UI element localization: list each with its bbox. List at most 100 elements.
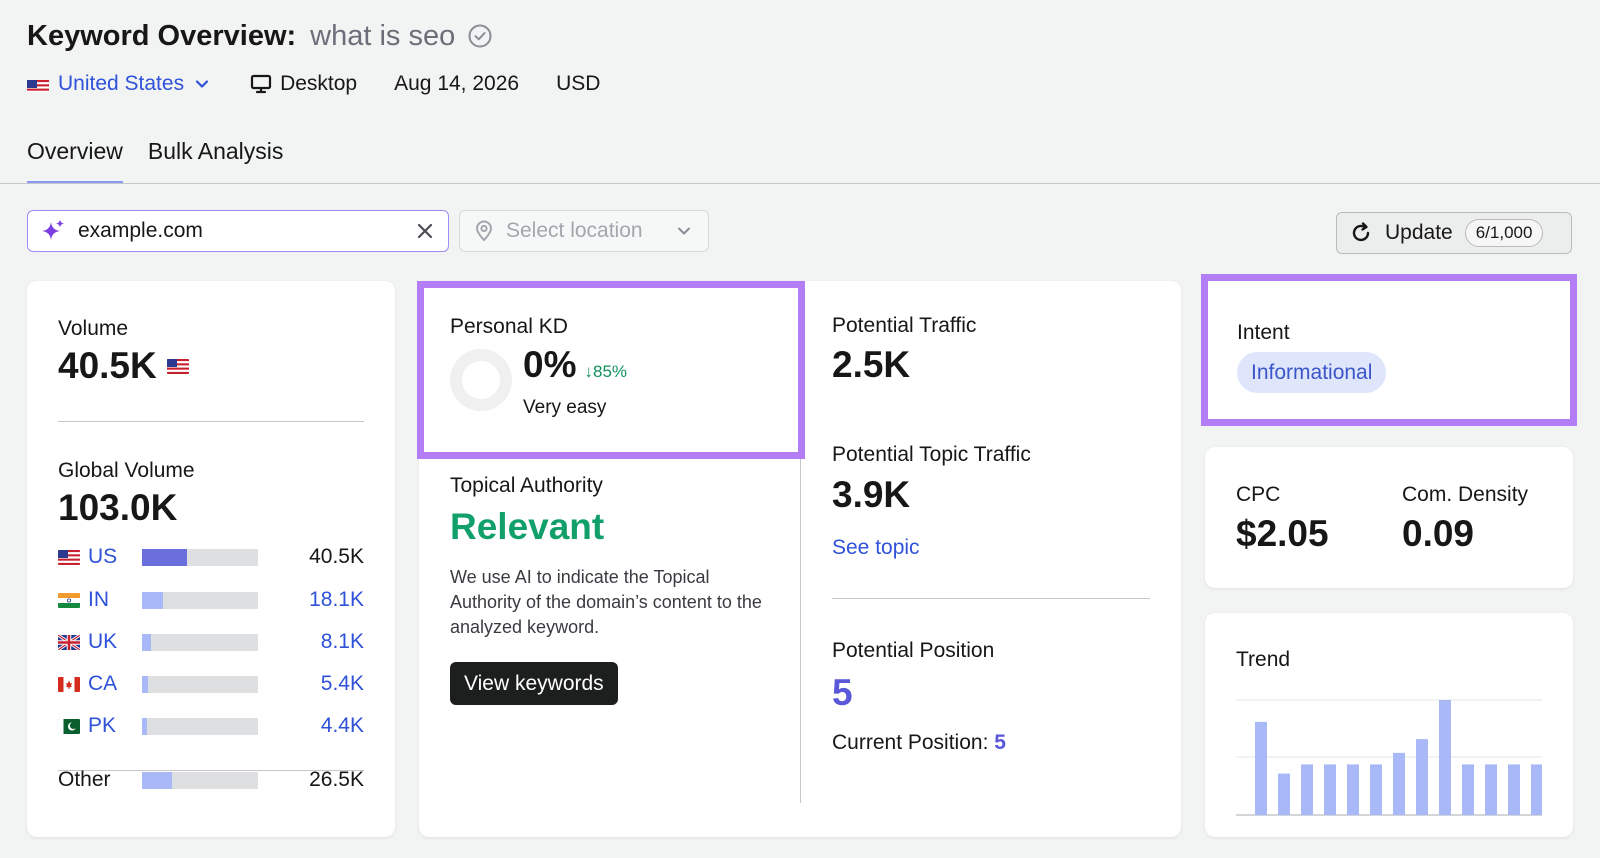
- trend-bar[interactable]: [1508, 764, 1520, 815]
- update-label: Update: [1385, 221, 1453, 244]
- intent-badge[interactable]: Informational: [1237, 352, 1387, 393]
- domain-input[interactable]: example.com: [27, 210, 449, 252]
- country-code[interactable]: CA: [88, 672, 118, 695]
- current-position-value: 5: [994, 731, 1006, 754]
- device-indicator: Desktop: [250, 72, 357, 96]
- keyword-title: what is seo: [310, 19, 456, 52]
- country-volume[interactable]: 4.4K: [320, 714, 364, 737]
- database-date: Aug 14, 2026: [394, 72, 520, 95]
- trend-chart: [1236, 699, 1542, 816]
- location-select[interactable]: Select location: [459, 210, 709, 252]
- cpc-label: CPC: [1236, 483, 1281, 506]
- global-volume-value: 103.0K: [58, 487, 178, 528]
- kd-trend-badge: ↓85%: [584, 362, 628, 381]
- current-position-row: Current Position: 5: [832, 731, 1006, 755]
- see-topic-link[interactable]: See topic: [832, 536, 920, 559]
- ai-sparkle-icon: [42, 219, 64, 240]
- tab-overview[interactable]: Overview: [27, 138, 123, 184]
- topical-authority-label: Topical Authority: [450, 474, 603, 497]
- us-flag-icon: [166, 358, 189, 374]
- country-share-bar: [142, 633, 258, 651]
- country-volume: 40.5K: [309, 545, 364, 568]
- tab-bulk-analysis[interactable]: Bulk Analysis: [147, 138, 284, 164]
- country-code[interactable]: US: [88, 545, 118, 568]
- volume-value: 40.5K: [58, 345, 157, 386]
- view-keywords-button[interactable]: View keywords: [450, 662, 618, 705]
- domain-input-value[interactable]: example.com: [78, 219, 203, 242]
- location-placeholder[interactable]: Select location: [506, 219, 643, 242]
- trend-bar[interactable]: [1531, 764, 1542, 815]
- personal-kd-label: Personal KD: [450, 315, 568, 338]
- country-row-pk: PK 4.4K: [58, 712, 364, 740]
- check-circle-icon[interactable]: [467, 23, 493, 49]
- trend-bar[interactable]: [1255, 721, 1267, 815]
- potential-topic-traffic-value: 3.9K: [832, 474, 911, 515]
- volume-value-row: 40.5K: [58, 345, 189, 387]
- personal-kd-highlight: Personal KD 0% ↓85% Very easy: [417, 281, 805, 459]
- competitive-density-value: 0.09: [1402, 513, 1475, 554]
- trend-bar[interactable]: [1439, 700, 1451, 815]
- potential-position-value: 5: [832, 672, 853, 713]
- trend-bar[interactable]: [1416, 739, 1428, 815]
- potential-position-label: Potential Position: [832, 639, 995, 662]
- trend-bar[interactable]: [1324, 764, 1336, 815]
- country-share-bar: [142, 717, 258, 735]
- tab-bar: Overview Bulk Analysis: [27, 138, 308, 184]
- tab-divider: [0, 183, 1600, 184]
- keyword-meta-row: United States Desktop Aug 14, 2026 USD: [27, 68, 600, 100]
- divider: [58, 421, 364, 422]
- intent-label: Intent: [1237, 321, 1290, 344]
- desktop-icon: [250, 74, 272, 94]
- country-code[interactable]: PK: [88, 714, 117, 737]
- clear-icon[interactable]: [414, 220, 436, 242]
- divider: [800, 459, 801, 803]
- trend-bar[interactable]: [1347, 764, 1359, 815]
- global-volume-label: Global Volume: [58, 459, 195, 482]
- uk-flag-icon: [58, 634, 80, 650]
- us-flag-icon: [27, 77, 49, 92]
- page-title: Keyword Overview:: [27, 19, 297, 52]
- chevron-down-icon[interactable]: [194, 76, 210, 92]
- country-share-bar: [142, 675, 258, 693]
- chevron-down-icon[interactable]: [676, 223, 692, 239]
- page-title-row: Keyword Overview: what is seo: [27, 18, 493, 54]
- divider: [832, 598, 1150, 599]
- country-row-other: Other 26.5K: [58, 766, 364, 794]
- intent-card: Intent Informational: [1201, 274, 1577, 426]
- trend-card: Trend: [1205, 613, 1573, 837]
- country-code[interactable]: IN: [88, 588, 109, 611]
- other-volume: 26.5K: [309, 768, 364, 791]
- update-button[interactable]: Update 6/1,000: [1336, 212, 1572, 254]
- location-pin-icon: [475, 220, 493, 242]
- competitive-density-label: Com. Density: [1402, 483, 1529, 506]
- trend-bar[interactable]: [1370, 764, 1382, 815]
- potential-traffic-value: 2.5K: [832, 344, 911, 385]
- us-flag-icon: [58, 549, 80, 565]
- other-label: Other: [58, 768, 111, 791]
- current-position-label: Current Position:: [832, 731, 989, 754]
- country-code[interactable]: UK: [88, 630, 118, 653]
- trend-bar[interactable]: [1462, 764, 1474, 815]
- country-volume[interactable]: 18.1K: [309, 588, 364, 611]
- country-volume[interactable]: 8.1K: [320, 630, 364, 653]
- cpc-value: $2.05: [1236, 513, 1329, 554]
- cpc-card: CPC $2.05 Com. Density 0.09: [1205, 447, 1573, 588]
- update-quota-badge: 6/1,000: [1464, 219, 1544, 247]
- kd-difficulty-text: Very easy: [523, 397, 607, 418]
- divider: [58, 770, 364, 771]
- topical-authority-description: We use AI to indicate the Topical Author…: [450, 567, 762, 637]
- potential-traffic-label: Potential Traffic: [832, 314, 977, 337]
- pakistan-flag-icon: [58, 718, 80, 734]
- trend-bar[interactable]: [1393, 752, 1405, 815]
- device-label: Desktop: [280, 72, 358, 95]
- country-row-us: US 40.5K: [58, 543, 364, 571]
- kd-value-row: 0% ↓85%: [523, 344, 627, 386]
- country-share-bar: [142, 548, 258, 566]
- trend-bar[interactable]: [1485, 764, 1497, 815]
- trend-bar[interactable]: [1278, 773, 1290, 815]
- country-selector[interactable]: United States: [58, 72, 185, 95]
- country-volume[interactable]: 5.4K: [320, 672, 364, 695]
- country-share-bar: [142, 771, 258, 789]
- country-share-bar: [142, 591, 258, 609]
- trend-bar[interactable]: [1301, 764, 1313, 815]
